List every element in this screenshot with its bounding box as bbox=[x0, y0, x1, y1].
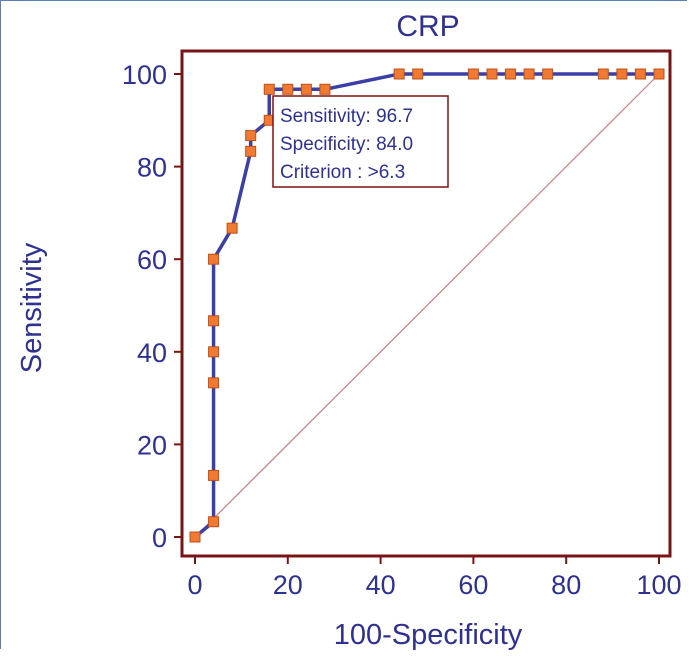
y-axis-ticks: 0 20 40 60 80 100 bbox=[122, 60, 182, 553]
x-tick-label: 20 bbox=[273, 570, 303, 600]
roc-point-marker bbox=[616, 68, 628, 80]
x-tick-label: 60 bbox=[458, 570, 488, 600]
annotation-sensitivity: Sensitivity: 96.7 bbox=[280, 106, 413, 127]
roc-point-marker bbox=[300, 83, 312, 95]
roc-markers bbox=[189, 68, 665, 543]
y-tick-label: 100 bbox=[122, 60, 167, 90]
y-tick-label: 80 bbox=[137, 153, 167, 183]
roc-point-marker bbox=[208, 377, 220, 389]
roc-point-marker bbox=[263, 83, 275, 95]
x-tick-label: 100 bbox=[636, 570, 681, 600]
roc-point-marker bbox=[189, 531, 201, 543]
x-tick-label: 40 bbox=[366, 570, 396, 600]
y-tick-label: 20 bbox=[137, 430, 167, 460]
roc-point-marker bbox=[486, 68, 498, 80]
x-tick-label: 80 bbox=[551, 570, 581, 600]
annotation-specificity: Specificity: 84.0 bbox=[280, 134, 413, 155]
y-tick-label: 0 bbox=[152, 523, 167, 553]
roc-point-marker bbox=[208, 315, 220, 327]
roc-point-marker bbox=[319, 83, 331, 95]
roc-point-marker bbox=[208, 516, 220, 528]
roc-point-marker bbox=[523, 68, 535, 80]
roc-point-marker bbox=[412, 68, 424, 80]
roc-point-marker bbox=[653, 68, 665, 80]
y-tick-label: 60 bbox=[137, 245, 167, 275]
plot-area-border bbox=[180, 49, 672, 558]
roc-point-marker bbox=[393, 68, 405, 80]
roc-point-marker bbox=[542, 68, 554, 80]
x-axis-label: 100-Specificity bbox=[334, 619, 523, 651]
annotation-box bbox=[272, 95, 449, 188]
roc-point-marker bbox=[208, 253, 220, 265]
roc-point-marker bbox=[634, 68, 646, 80]
chart-title: CRP bbox=[396, 10, 459, 43]
roc-point-marker bbox=[226, 222, 238, 234]
criterion-annotation-box: Sensitivity: 96.7 Specificity: 84.0 Crit… bbox=[272, 95, 449, 188]
roc-point-marker bbox=[208, 469, 220, 481]
y-tick-label: 40 bbox=[137, 338, 167, 368]
roc-point-marker bbox=[245, 130, 257, 142]
roc-point-marker bbox=[597, 68, 609, 80]
roc-point-marker bbox=[505, 68, 517, 80]
x-axis-ticks: 0 20 40 60 80 100 bbox=[187, 556, 682, 600]
roc-point-marker bbox=[208, 346, 220, 358]
roc-point-marker bbox=[282, 83, 294, 95]
x-tick-label: 0 bbox=[187, 570, 202, 600]
y-axis-label: Sensitivity bbox=[16, 242, 48, 373]
roc-point-marker bbox=[467, 68, 479, 80]
annotation-criterion: Criterion : >6.3 bbox=[280, 162, 405, 183]
reference-diagonal-line bbox=[194, 73, 660, 538]
roc-point-marker bbox=[245, 145, 257, 157]
